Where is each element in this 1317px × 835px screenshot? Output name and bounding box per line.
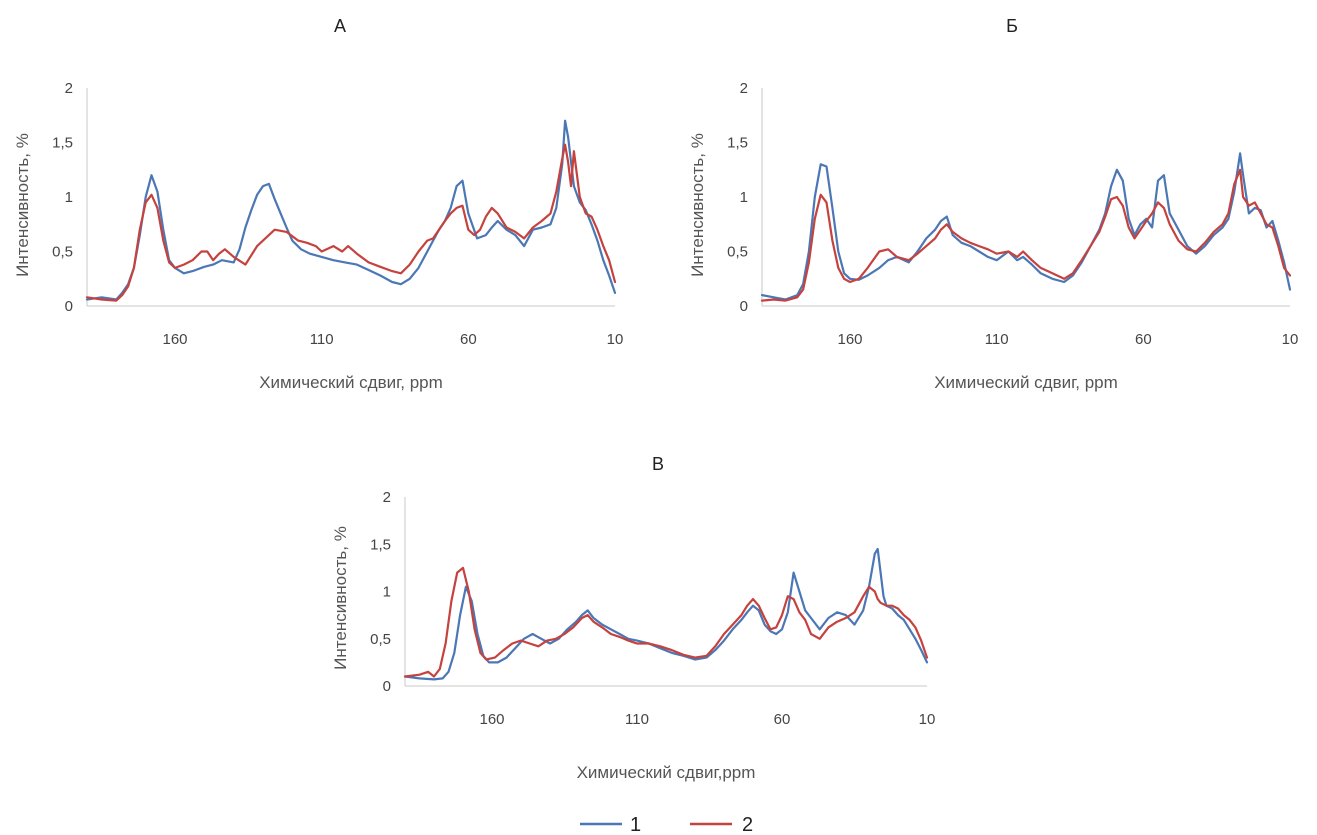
series-line-1 <box>85 119 617 301</box>
y-axis-title: Интенсивность, % <box>688 133 707 277</box>
series-line-2 <box>85 143 617 302</box>
panel-title: Б <box>1006 16 1018 36</box>
x-tick-label: 110 <box>310 331 334 348</box>
y-tick-label: 0 <box>65 298 73 315</box>
chart-panel-1: А 0 0,5 1 1,5 2 160 110 60 10 Химический сдвиг, pp… <box>13 16 623 392</box>
x-axis-title: Химический сдвиг,ppm <box>577 763 756 782</box>
chart-panel-3: В 0 0,5 1 1,5 2 160 110 60 10 Химический сдвиг,ppm… <box>331 454 935 782</box>
x-axis-title: Химический сдвиг, ppm <box>934 373 1118 392</box>
x-tick-label: 10 <box>607 331 624 348</box>
series-line-1 <box>760 152 1292 301</box>
y-tick-label: 2 <box>65 80 73 97</box>
y-tick-label: 2 <box>383 489 391 506</box>
x-tick-label: 160 <box>479 711 504 728</box>
y-axis-title: Интенсивность, % <box>13 133 32 277</box>
x-tick-label: 110 <box>985 331 1009 348</box>
y-tick-label: 1 <box>740 189 748 206</box>
y-tick-label: 1,5 <box>727 135 748 152</box>
x-tick-label: 60 <box>774 711 791 728</box>
y-tick-label: 1,5 <box>52 135 73 152</box>
x-tick-label: 10 <box>919 711 936 728</box>
x-tick-label: 60 <box>1135 331 1152 348</box>
legend-label: 2 <box>742 814 753 835</box>
panel-title: В <box>652 454 664 474</box>
y-tick-label: 0 <box>740 298 748 315</box>
y-tick-label: 1 <box>65 189 73 206</box>
y-tick-label: 2 <box>740 80 748 97</box>
x-tick-label: 160 <box>837 331 862 348</box>
x-tick-label: 10 <box>1282 331 1299 348</box>
panel-title: А <box>334 16 346 36</box>
series-line-2 <box>403 566 929 678</box>
x-tick-label: 160 <box>162 331 187 348</box>
y-tick-label: 1,5 <box>370 536 391 553</box>
y-tick-label: 0,5 <box>370 631 391 648</box>
series-line-2 <box>760 168 1292 302</box>
chart-panel-2: Б 0 0,5 1 1,5 2 160 110 60 10 Химический сдвиг, pp… <box>688 16 1298 392</box>
y-tick-label: 0 <box>383 678 391 695</box>
series-line-1 <box>403 547 929 681</box>
x-tick-label: 60 <box>460 331 477 348</box>
y-tick-label: 0,5 <box>727 244 748 261</box>
x-axis-title: Химический сдвиг, ppm <box>259 373 443 392</box>
x-tick-label: 110 <box>625 711 649 728</box>
y-axis-title: Интенсивность, % <box>331 526 350 670</box>
legend-label: 1 <box>630 814 641 835</box>
y-tick-label: 0,5 <box>52 244 73 261</box>
y-tick-label: 1 <box>383 584 391 601</box>
